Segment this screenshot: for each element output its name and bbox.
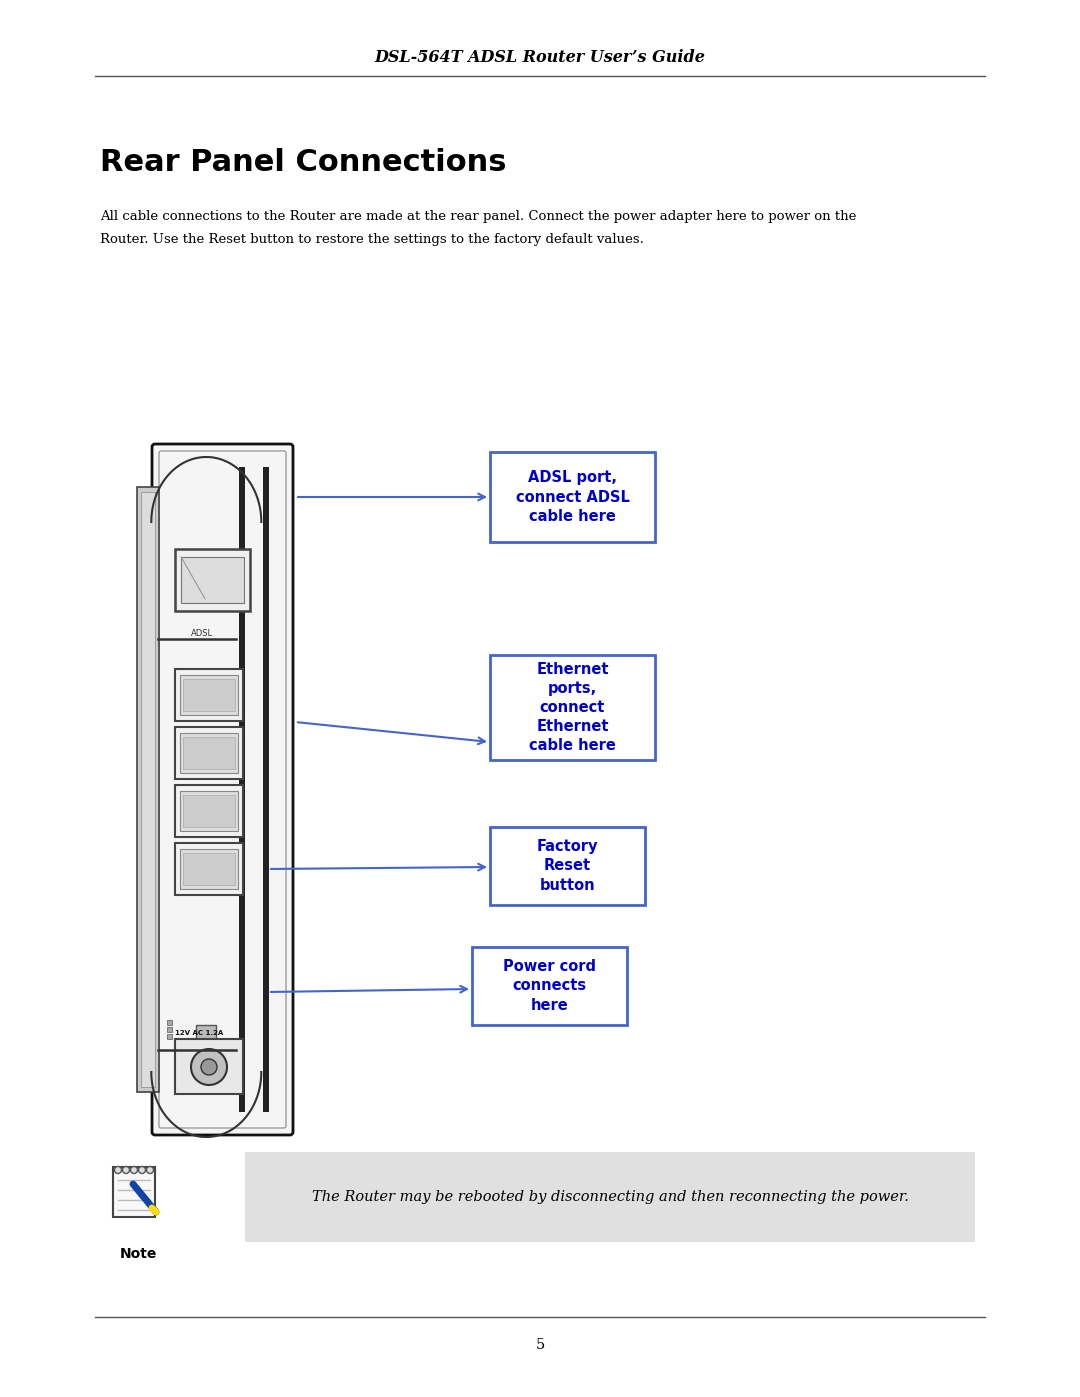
Bar [183, 679, 235, 711]
Bar [180, 791, 238, 831]
Text: Factory
Reset
button: Factory Reset button [537, 840, 598, 893]
Bar [183, 736, 235, 768]
Bar [490, 655, 654, 760]
Circle shape [114, 1166, 121, 1173]
Circle shape [147, 1166, 153, 1173]
Bar [175, 1039, 243, 1094]
Bar [183, 795, 235, 827]
FancyBboxPatch shape [152, 444, 293, 1134]
Bar [490, 827, 645, 905]
Text: Power cord
connects
here: Power cord connects here [503, 960, 596, 1013]
Bar [180, 675, 238, 715]
Bar [264, 467, 269, 1112]
Bar [490, 453, 654, 542]
Circle shape [131, 1166, 137, 1173]
Bar [113, 1166, 156, 1217]
Text: 5: 5 [536, 1338, 544, 1352]
Text: DSL-564T ADSL Router User’s Guide: DSL-564T ADSL Router User’s Guide [375, 49, 705, 67]
Bar [197, 1025, 216, 1045]
Bar [167, 1020, 172, 1025]
Bar [137, 488, 159, 1092]
Circle shape [191, 1049, 227, 1085]
Circle shape [122, 1166, 130, 1173]
Text: ADSL port,
connect ADSL
cable here: ADSL port, connect ADSL cable here [515, 471, 630, 524]
Bar [141, 492, 156, 1087]
Text: Rear Panel Connections: Rear Panel Connections [100, 148, 507, 177]
Bar [472, 947, 627, 1025]
Text: Router. Use the Reset button to restore the settings to the factory default valu: Router. Use the Reset button to restore … [100, 233, 644, 246]
Bar [183, 852, 235, 884]
Bar [245, 1153, 975, 1242]
Text: The Router may be rebooted by disconnecting and then reconnecting the power.: The Router may be rebooted by disconnect… [311, 1190, 908, 1204]
Bar [180, 849, 238, 888]
Text: 12V AC 1.2A: 12V AC 1.2A [175, 1030, 224, 1037]
Bar [175, 726, 243, 778]
Circle shape [138, 1166, 146, 1173]
Bar [175, 842, 243, 895]
Text: ADSL: ADSL [191, 629, 214, 638]
Text: All cable connections to the Router are made at the rear panel. Connect the powe: All cable connections to the Router are … [100, 210, 856, 224]
Text: Ethernet
ports,
connect
Ethernet
cable here: Ethernet ports, connect Ethernet cable h… [529, 662, 616, 753]
Bar [175, 549, 249, 610]
Text: Note: Note [119, 1248, 157, 1261]
Bar [181, 557, 244, 602]
Bar [180, 733, 238, 773]
Bar [167, 1027, 172, 1032]
Bar [175, 785, 243, 837]
Bar [175, 669, 243, 721]
Bar [167, 1034, 172, 1039]
Bar [239, 467, 245, 1112]
Circle shape [201, 1059, 217, 1076]
